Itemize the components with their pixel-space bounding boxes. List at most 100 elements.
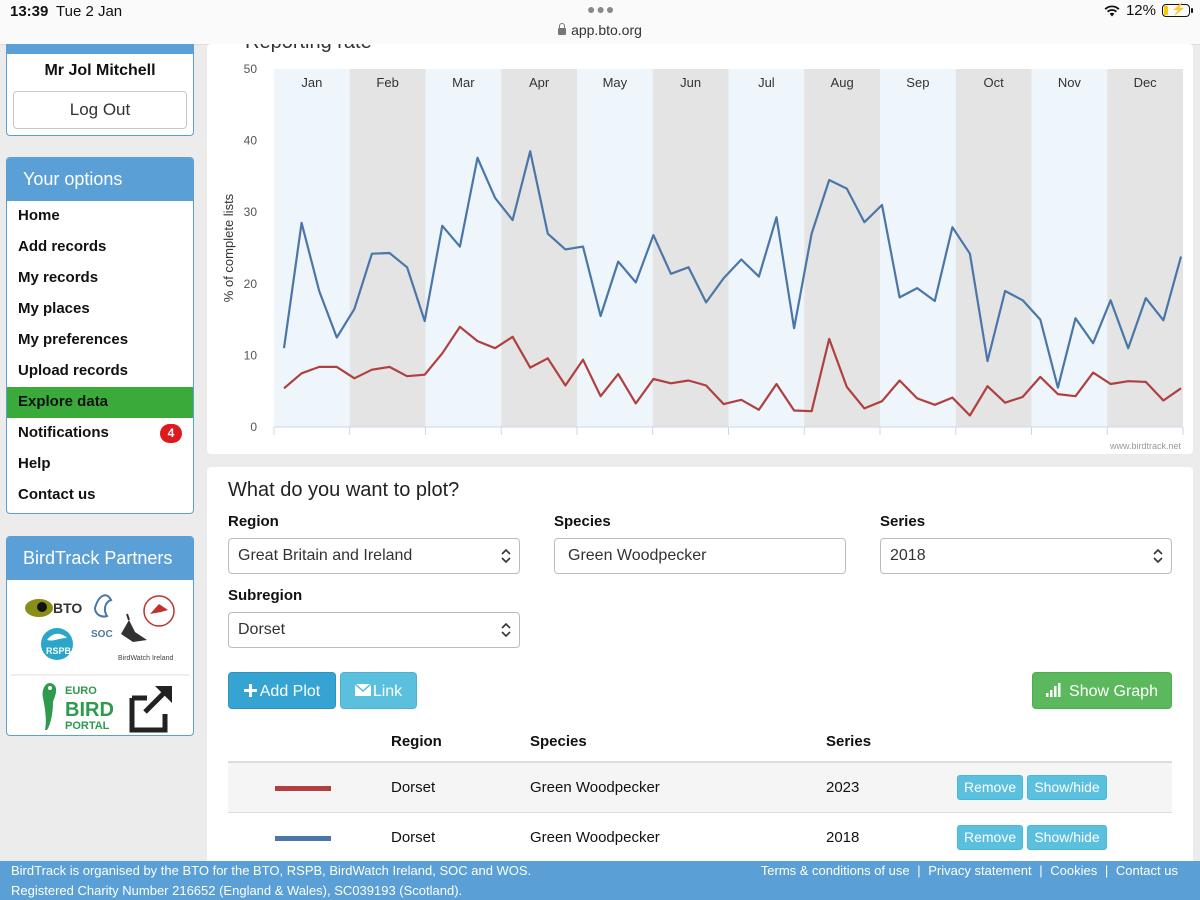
menu-item-my-records[interactable]: My records xyxy=(18,269,99,286)
table-row: Dorset Green Woodpecker 2023 Remove Show… xyxy=(228,762,1172,813)
menu-item-contact-us[interactable]: Contact us xyxy=(18,486,96,503)
menu-item-my-preferences[interactable]: My preferences xyxy=(18,331,129,348)
options-panel: Your options Home Add records My records… xyxy=(6,157,194,514)
user-name: Mr Jol Mitchell xyxy=(44,62,156,79)
month-label: Dec xyxy=(1134,75,1158,90)
add-plot-label: Add Plot xyxy=(259,683,321,700)
plot-heading: What do you want to plot? xyxy=(228,479,460,501)
chart-title: Reporting rate xyxy=(245,44,372,53)
month-band xyxy=(955,69,1032,427)
region-select[interactable]: Great Britain and Ireland xyxy=(228,538,520,574)
month-band xyxy=(880,69,956,427)
reporting-rate-chart: Jan Feb Mar Apr May Jun Jul Aug Sep Oct Nov Dec 0 10 2… xyxy=(207,44,1193,454)
column-series: Series xyxy=(825,721,957,763)
envelope-icon xyxy=(354,683,372,696)
y-tick-label: 20 xyxy=(244,277,258,291)
footer-link-contact[interactable]: Contact us xyxy=(1115,863,1178,878)
row-region: Dorset xyxy=(390,762,529,813)
species-input-value: Green Woodpecker xyxy=(568,547,707,564)
show-hide-button[interactable]: Show/hide xyxy=(1027,825,1107,850)
month-band xyxy=(652,69,729,427)
external-link-icon[interactable] xyxy=(129,686,172,733)
month-band xyxy=(501,69,577,427)
user-panel: Mr Jol Mitchell Log Out xyxy=(6,44,194,136)
menu-item-my-places[interactable]: My places xyxy=(18,300,90,317)
row-species: Green Woodpecker xyxy=(529,762,825,813)
month-band xyxy=(804,69,880,427)
partners-panel: BirdTrack Partners BTO SOC R xyxy=(6,536,194,736)
menu-item-upload-records[interactable]: Upload records xyxy=(18,362,129,379)
month-label: Jun xyxy=(680,75,701,90)
y-tick-label: 30 xyxy=(244,205,258,219)
link-button[interactable]: Link xyxy=(340,672,417,709)
remove-button[interactable]: Remove xyxy=(957,825,1024,850)
month-label: Apr xyxy=(529,75,550,90)
soc-logo[interactable]: SOC xyxy=(91,594,113,640)
column-region: Region xyxy=(390,721,529,763)
partners-title: BirdTrack Partners xyxy=(7,537,193,580)
y-tick-label: 0 xyxy=(250,420,257,434)
notification-count-badge: 4 xyxy=(160,424,182,443)
rspb-logo-text: RSPB xyxy=(46,646,72,656)
more-dots-icon[interactable]: ●●● xyxy=(587,1,616,17)
footer-link-cookies[interactable]: Cookies xyxy=(1050,863,1098,878)
partner-logos-art: BTO SOC RSPB BirdWatch Irelan xyxy=(11,594,189,733)
menu-item-help[interactable]: Help xyxy=(18,455,51,472)
subregion-select[interactable]: Dorset xyxy=(228,612,520,648)
remove-button[interactable]: Remove xyxy=(957,775,1024,800)
series-line-2023 xyxy=(283,325,1182,417)
site-footer: BirdTrack is organised by the BTO for th… xyxy=(0,861,1200,900)
menu-item-add-records[interactable]: Add records xyxy=(18,238,107,255)
row-species: Green Woodpecker xyxy=(529,812,825,863)
lock-icon xyxy=(558,23,567,35)
show-graph-button[interactable]: Show Graph xyxy=(1032,672,1172,709)
table-row: Dorset Green Woodpecker 2018 Remove Show… xyxy=(228,812,1172,863)
menu-item-notifications[interactable]: Notifications 4 xyxy=(7,418,193,449)
birdwatch-ireland-logo-text: BirdWatch Ireland xyxy=(118,655,173,662)
menu-item-explore-data[interactable]: Explore data xyxy=(7,387,193,418)
chart-svg: Jan Feb Mar Apr May Jun Jul Aug Sep Oct Nov Dec 0 10 2… xyxy=(221,44,1184,451)
logout-button[interactable]: Log Out xyxy=(13,91,187,129)
series-color-swatch xyxy=(275,785,331,791)
show-graph-label: Show Graph xyxy=(1069,683,1158,700)
options-menu: Home Add records My records My places My… xyxy=(7,201,193,511)
birdwatch-ireland-logo[interactable]: BirdWatch Ireland xyxy=(118,613,173,662)
menu-item-home[interactable]: Home xyxy=(18,207,60,224)
wos-logo[interactable] xyxy=(143,595,175,627)
bto-logo[interactable]: BTO xyxy=(25,599,82,617)
plots-table: Region Species Series Dorset Green Woodp… xyxy=(228,721,1172,863)
menu-item-notifications-label: Notifications xyxy=(18,424,109,441)
rspb-logo[interactable]: RSPB xyxy=(41,628,73,660)
link-label: Link xyxy=(372,683,403,700)
footer-charity-text: Registered Charity Number 216652 (Englan… xyxy=(11,883,463,898)
options-title: Your options xyxy=(7,158,193,201)
series-select[interactable]: 2018 xyxy=(880,538,1172,574)
show-hide-button[interactable]: Show/hide xyxy=(1027,775,1107,800)
species-label: Species xyxy=(554,513,611,530)
partner-logos: BTO SOC RSPB BirdWatch Irelan xyxy=(7,580,193,737)
row-series: 2023 xyxy=(825,762,957,813)
url-text: app.bto.org xyxy=(571,22,642,38)
add-plot-button[interactable]: Add Plot xyxy=(228,672,336,709)
svg-text:EURO: EURO xyxy=(65,685,97,697)
month-label: Oct xyxy=(984,75,1005,90)
month-band xyxy=(1031,69,1108,427)
clock: 13:39 xyxy=(10,3,49,20)
footer-organisation-text: BirdTrack is organised by the BTO for th… xyxy=(11,863,532,878)
select-arrows-icon xyxy=(1153,548,1163,564)
month-label: Jul xyxy=(758,75,775,90)
select-arrows-icon xyxy=(501,622,511,638)
euro-bird-portal-logo[interactable]: EURO BIRD PORTAL xyxy=(42,682,114,732)
select-arrows-icon xyxy=(501,548,511,564)
region-select-value: Great Britain and Ireland xyxy=(238,547,413,564)
footer-link-terms[interactable]: Terms & conditions of use xyxy=(760,863,910,878)
plus-icon xyxy=(243,684,257,697)
footer-link-privacy[interactable]: Privacy statement xyxy=(928,863,1032,878)
month-band xyxy=(349,69,426,427)
species-input[interactable]: Green Woodpecker xyxy=(554,538,846,574)
month-label: May xyxy=(603,75,628,90)
battery-icon: ⚡ xyxy=(1162,2,1193,17)
subregion-select-value: Dorset xyxy=(238,621,286,638)
ios-status-bar: 13:39 Tue 2 Jan ●●● app.bto.org 12% ⚡ xyxy=(0,0,1200,45)
address-bar[interactable]: app.bto.org xyxy=(0,22,1200,38)
